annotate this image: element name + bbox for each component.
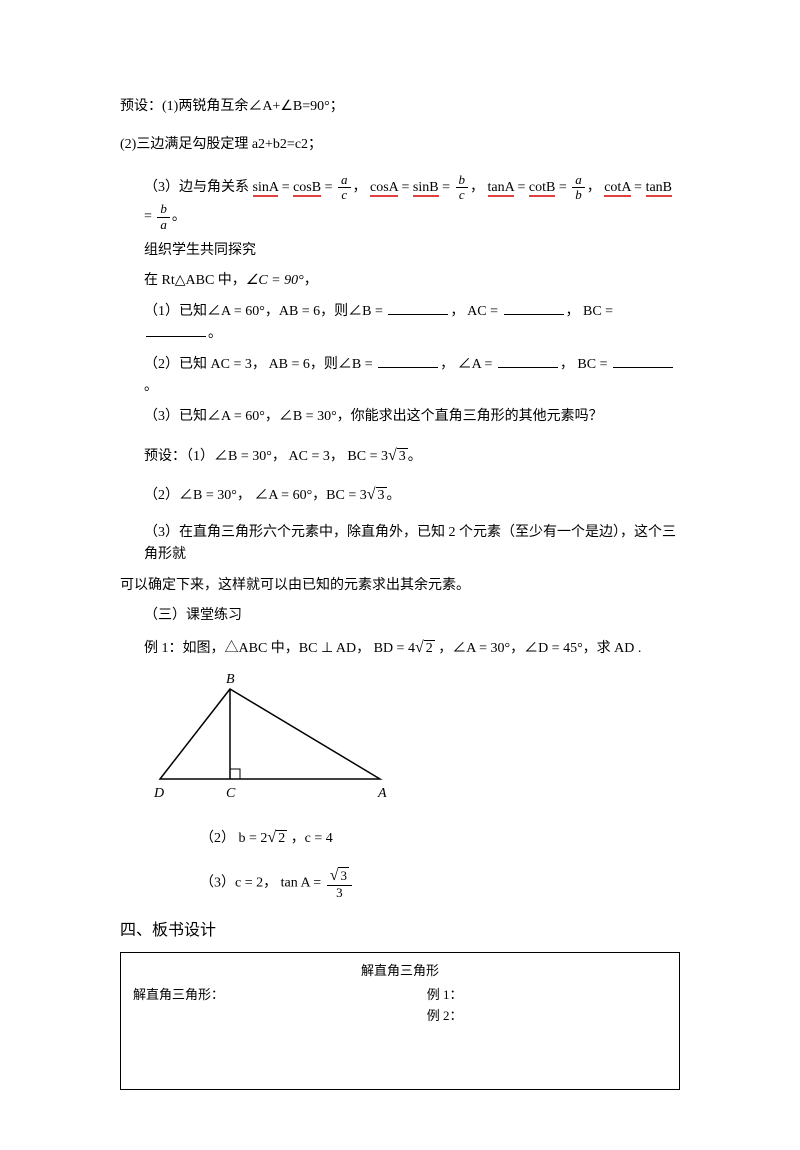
label-C: C xyxy=(226,786,236,801)
example-1: 例 1：如图，△ABC 中，BC ⊥ AD， BD = 4√2 ，∠A = 30… xyxy=(120,635,680,661)
answer-3a: （3）在直角三角形六个元素中，除直角外，已知 2 个元素（至少有一个是边），这个… xyxy=(120,522,680,567)
question-1: （1）已知∠A = 60°，AB = 6，则∠B = ， AC = ， BC =… xyxy=(120,301,680,346)
preset-line-1: 预设：(1)两锐角互余∠A+∠B=90°； xyxy=(120,96,680,118)
blank xyxy=(498,355,558,368)
blank xyxy=(504,302,564,315)
triangle-figure: D C A B xyxy=(140,669,680,817)
section-3-title: （三）课堂练习 xyxy=(120,605,680,627)
preset-line-2: (2)三边满足勾股定理 a2+b2=c2； xyxy=(120,134,680,156)
cosB-text: cosB xyxy=(293,180,321,197)
cotB-text: cotB xyxy=(529,180,555,197)
frac-a-b: ab xyxy=(572,173,585,203)
explore-heading: 组织学生共同探究 xyxy=(120,240,680,262)
label-B: B xyxy=(226,672,235,687)
board-right-2: 例 2： xyxy=(427,1006,667,1027)
board-design-box: 解直角三角形 解直角三角形： 例 1： 例 2： xyxy=(120,952,680,1090)
board-title: 解直角三角形 xyxy=(133,961,667,982)
blank xyxy=(388,302,448,315)
blank xyxy=(613,355,673,368)
blank xyxy=(146,324,206,337)
cotA-text: cotA xyxy=(604,180,630,197)
sinB-text: sinB xyxy=(413,180,439,197)
example-3: （3）c = 2， tan A = √33 xyxy=(120,867,680,900)
question-2: （2）已知 AC = 3， AB = 6，则∠B = ， ∠A = ， BC =… xyxy=(120,354,680,399)
sqrt3: √3 xyxy=(388,443,408,469)
sqrt3: √3 xyxy=(367,482,387,508)
frac-a-c: ac xyxy=(338,173,351,203)
tanB-text: tanB xyxy=(646,180,672,197)
answer-3b: 可以确定下来，这样就可以由已知的元素求出其余元素。 xyxy=(120,575,680,597)
frac-b-c: bc xyxy=(456,173,469,203)
sqrt2: √2 xyxy=(267,825,287,851)
board-left: 解直角三角形： xyxy=(133,985,427,1027)
example-2: （2） b = 2√2 ，c = 4 xyxy=(120,825,680,851)
frac-sqrt3-3: √33 xyxy=(327,867,352,900)
answer-1: 预设：（1）∠B = 30°， AC = 3， BC = 3√3。 xyxy=(120,443,680,469)
frac-b-a: ba xyxy=(157,202,170,232)
tanA-text: tanA xyxy=(488,180,514,197)
sinA-text: sinA xyxy=(253,180,279,197)
section-4-title: 四、板书设计 xyxy=(120,918,680,944)
cosA-text: cosA xyxy=(370,180,398,197)
label-A: A xyxy=(377,786,387,801)
rel-prefix: （3）边与角关系 xyxy=(144,180,253,195)
blank xyxy=(378,355,438,368)
rt-given: 在 Rt△ABC 中，∠C = 90°， xyxy=(120,270,680,292)
answer-2: （2）∠B = 30°， ∠A = 60°，BC = 3√3。 xyxy=(120,482,680,508)
question-3: （3）已知∠A = 60°，∠B = 30°，你能求出这个直角三角形的其他元素吗… xyxy=(120,406,680,428)
board-right-1: 例 1： xyxy=(427,985,667,1006)
sqrt2: √2 xyxy=(415,635,435,661)
label-D: D xyxy=(153,786,164,801)
relation-line: （3）边与角关系 sinA = cosB = ac， cosA = sinB =… xyxy=(120,173,680,232)
